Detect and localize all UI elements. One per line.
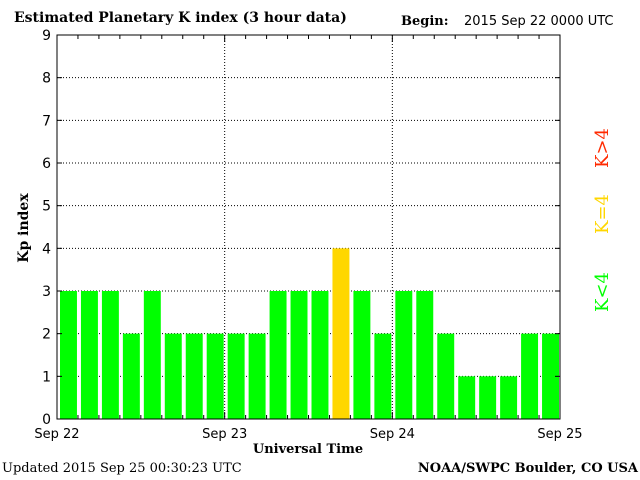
legend-equal: K=4 [592, 194, 613, 234]
kp-bar [185, 333, 203, 419]
kp-bar [206, 333, 224, 419]
kp-bar [332, 248, 350, 419]
bars [60, 248, 559, 419]
y-tick-label: 3 [42, 284, 51, 300]
kp-bar [227, 333, 245, 419]
y-tick-label: 1 [42, 369, 51, 385]
x-tick-label: Sep 23 [202, 427, 247, 442]
kp-bar [479, 376, 497, 419]
kp-bar [248, 333, 266, 419]
kp-bar [521, 333, 539, 419]
kp-bar [143, 291, 161, 419]
y-tick-label: 8 [42, 71, 51, 87]
kp-bar [80, 291, 98, 419]
credit-text: NOAA/SWPC Boulder, CO USA [417, 461, 638, 476]
kp-bar [311, 291, 329, 419]
x-axis-label: Universal Time [253, 442, 363, 457]
y-tick-label: 7 [42, 113, 51, 129]
x-tick-label: Sep 25 [537, 427, 582, 442]
kp-bar [458, 376, 476, 419]
x-tick-labels: Sep 22 Sep 23 Sep 24 Sep 25 [34, 427, 582, 442]
chart-title: Estimated Planetary K index (3 hour data… [14, 10, 347, 26]
kp-bar [542, 333, 559, 419]
grid-lines [57, 35, 560, 419]
kp-bar [500, 376, 518, 419]
y-tick-label: 9 [42, 28, 51, 44]
y-tick-label: 4 [42, 241, 51, 257]
kp-bar [122, 333, 140, 419]
kp-bar [353, 291, 371, 419]
y-tick-label: 5 [42, 199, 51, 215]
y-tick-label: 6 [42, 156, 51, 172]
kp-bar [164, 333, 182, 419]
begin-value: 2015 Sep 22 0000 UTC [464, 14, 614, 29]
x-tick-label: Sep 24 [370, 427, 415, 442]
x-tick-label: Sep 22 [34, 427, 79, 442]
kp-bar [101, 291, 119, 419]
kp-bar [374, 333, 392, 419]
begin-label: Begin: [401, 14, 449, 29]
kp-bar [437, 333, 455, 419]
updated-timestamp: Updated 2015 Sep 25 00:30:23 UTC [2, 461, 242, 476]
legend-low: K<4 [592, 272, 613, 312]
y-axis-label: Kp index [16, 193, 32, 263]
kp-bar [290, 291, 308, 419]
y-tick-label: 2 [42, 327, 51, 343]
kp-bar [60, 291, 77, 419]
y-tick-labels: 0 1 2 3 4 5 6 7 8 9 [42, 28, 51, 428]
y-tick-label: 0 [42, 412, 51, 428]
axis-ticks [56, 34, 561, 420]
legend-high: K>4 [592, 128, 613, 168]
kp-bar [395, 291, 413, 419]
kp-bar [416, 291, 434, 419]
kp-bar [269, 291, 287, 419]
